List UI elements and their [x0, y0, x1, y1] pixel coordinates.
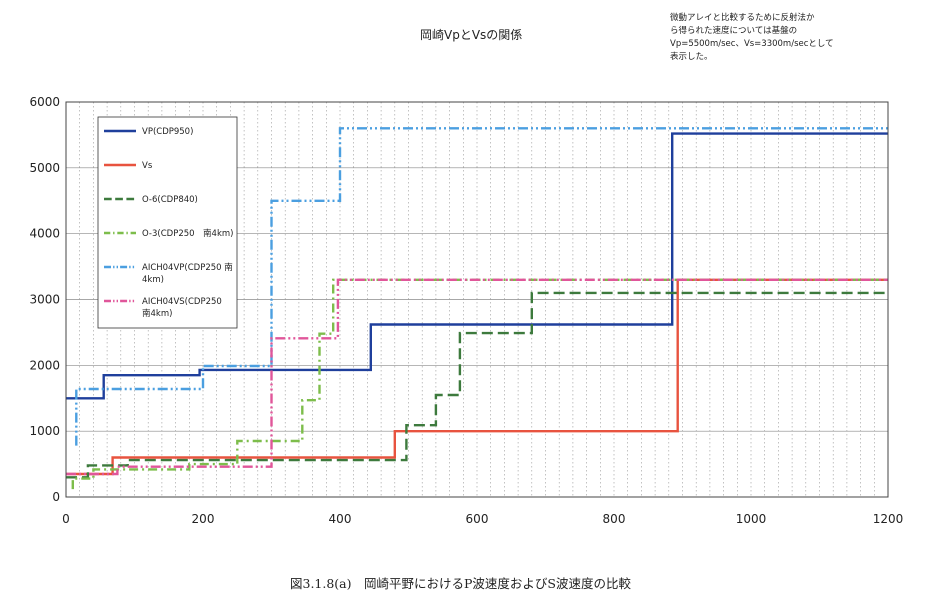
legend-label: VP(CDP950)	[142, 127, 193, 137]
series-line-5	[75, 127, 888, 446]
y-tick-label: 5000	[29, 161, 60, 175]
plot-frame	[65, 101, 889, 498]
x-tick-label: 1000	[736, 512, 767, 526]
x-tick-label: 1200	[873, 512, 904, 526]
x-tick-label: 0	[62, 512, 70, 526]
legend-label: 4km)	[142, 275, 164, 285]
x-tick-label: 200	[192, 512, 215, 526]
note-line: ら得られた速度については基盤の	[670, 26, 798, 36]
x-tick-label: 800	[603, 512, 626, 526]
y-tick-label: 3000	[29, 293, 60, 307]
series-line-4	[71, 278, 888, 490]
y-tick-label: 1000	[29, 424, 60, 438]
legend-label: AICH04VS(CDP250	[142, 297, 222, 307]
y-tick-label: 6000	[29, 95, 60, 109]
y-tick-label: 4000	[29, 227, 60, 241]
chart-title: 岡崎VpとVsの関係	[420, 28, 523, 42]
note-line: Vp=5500m/sec、Vs=3300m/secとして	[670, 39, 834, 49]
note-line: 微動アレイと比較するために反射法か	[670, 13, 815, 23]
chart-note: 微動アレイと比較するために反射法か ら得られた速度については基盤の Vp=550…	[670, 12, 860, 64]
series-line-6	[66, 278, 888, 476]
series-line-3	[66, 291, 888, 479]
y-tick-label: 2000	[29, 358, 60, 372]
x-tick-label: 600	[466, 512, 489, 526]
legend-label: 南4km)	[142, 308, 172, 319]
legend-label: O-3(CDP250 南4km)	[142, 228, 233, 239]
series-line-2	[66, 278, 888, 476]
figure-caption: 図3.1.8(a) 岡崎平野におけるP波速度およびS波速度の比較	[290, 576, 631, 591]
legend-box	[97, 116, 238, 329]
series-line-1	[66, 132, 888, 400]
legend-label: AICH04VP(CDP250 南	[142, 262, 233, 273]
y-tick-label: 0	[52, 490, 60, 504]
legend: VP(CDP950) Vs O-6(CDP840) O-3(CDP250 南4km) A…	[97, 116, 238, 329]
note-line: 表示した。	[670, 52, 713, 62]
axis-layer: 0 1000 2000 3000 4000 5000 6000 0 200 400 600 800 10…	[29, 95, 903, 526]
x-tick-label: 400	[329, 512, 352, 526]
legend-label: O-6(CDP840)	[142, 195, 198, 205]
legend-label: Vs	[142, 161, 153, 171]
series-layer	[66, 127, 888, 490]
